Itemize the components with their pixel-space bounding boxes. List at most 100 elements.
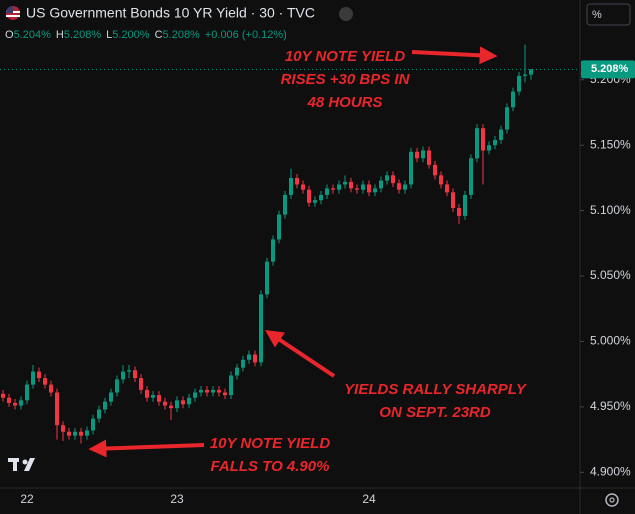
candle-body — [529, 69, 533, 75]
candle-body — [67, 431, 71, 436]
candle-body — [403, 184, 407, 190]
candle-body — [361, 184, 365, 190]
ohlc-key: C — [155, 29, 163, 41]
candle-body — [181, 400, 185, 405]
candle-body — [247, 354, 251, 360]
candle-body — [391, 175, 395, 184]
candle-body — [277, 214, 281, 240]
candle-body — [229, 375, 233, 396]
candle-body — [7, 397, 11, 403]
candle-body — [127, 370, 131, 372]
last-price-tag — [581, 60, 635, 79]
candle-body — [187, 397, 191, 405]
candle-body — [97, 409, 101, 419]
annotation: YIELDS RALLY SHARPLY — [344, 381, 528, 398]
candle-body — [343, 181, 347, 185]
candle-body — [133, 370, 137, 379]
candle-body — [253, 354, 257, 363]
candle-body — [337, 184, 341, 190]
candle-body — [139, 378, 143, 390]
candle-body — [175, 400, 179, 409]
arrow — [88, 439, 205, 458]
candle-body — [349, 181, 353, 189]
candle-body — [307, 189, 311, 203]
status-dot — [339, 7, 353, 21]
chart-title: US Government Bonds 10 YR Yield · 30 · T… — [26, 5, 315, 21]
candle-body — [289, 177, 293, 195]
candle-body — [217, 389, 221, 393]
candle-body — [43, 378, 47, 385]
candle-body — [205, 389, 209, 393]
y-tick-label: 4.950% — [590, 399, 631, 413]
candle-body — [373, 188, 377, 193]
candle-body — [169, 405, 173, 409]
ohlc-legend: O5.204% H5.208% L5.200% C5.208% +0.006 (+0.1… — [5, 29, 287, 41]
candle-body — [31, 371, 35, 385]
candle-body — [493, 139, 497, 146]
candle-body — [313, 200, 317, 203]
candle-body — [121, 371, 125, 380]
ohlc-key: L — [106, 29, 112, 41]
candle-body — [49, 384, 53, 393]
x-tick-label: 24 — [362, 492, 376, 506]
candle-body — [91, 418, 95, 431]
ohlc-value: 5.208% — [163, 29, 201, 41]
candle-body — [271, 239, 275, 262]
candle-body — [115, 379, 119, 393]
candle-body — [409, 151, 413, 185]
candle-body — [103, 401, 107, 410]
y-tick-label: 5.100% — [590, 203, 631, 217]
candle-body — [379, 180, 383, 189]
candle-body — [433, 164, 437, 176]
candle-body — [487, 145, 491, 151]
candle-body — [145, 389, 149, 398]
ohlc-value: 5.208% — [64, 29, 102, 41]
ohlc-value: 5.200% — [112, 29, 150, 41]
y-tick-label: 5.050% — [590, 268, 631, 282]
candle-body — [457, 208, 461, 216]
candle-body — [19, 400, 23, 406]
candle-body — [61, 425, 65, 432]
candle-body — [463, 194, 467, 216]
candle-body — [301, 184, 305, 190]
candle-body — [241, 359, 245, 368]
arrow — [411, 46, 498, 65]
candle-body — [355, 188, 359, 190]
ohlc-key: O — [5, 29, 14, 41]
candle-body — [331, 188, 335, 190]
candle-body — [499, 129, 503, 140]
candle-body — [397, 183, 401, 190]
candle-body — [319, 194, 323, 201]
annotation: 10Y NOTE YIELD — [210, 435, 330, 452]
candle-body — [295, 177, 299, 185]
y-tick-label: 5.150% — [590, 137, 631, 151]
candle-body — [55, 392, 59, 426]
candle-body — [517, 75, 521, 92]
x-tick-label: 22 — [20, 492, 34, 506]
y-tick-label: 4.900% — [590, 464, 631, 478]
candle-body — [223, 392, 227, 396]
annotation: 48 HOURS — [306, 94, 382, 111]
candle-body — [151, 395, 155, 398]
annotation: 10Y NOTE YIELD — [285, 48, 405, 65]
candle-body — [511, 91, 515, 108]
tv-logo — [8, 458, 35, 471]
scale-button[interactable] — [586, 3, 631, 26]
candle-body — [451, 192, 455, 209]
settings-icon[interactable] — [605, 493, 619, 507]
candle-body — [73, 431, 77, 436]
candle-body — [1, 393, 5, 398]
scale-label[interactable]: % — [592, 9, 602, 21]
candle-body — [415, 151, 419, 159]
candle-body — [481, 128, 485, 151]
y-tick-label: 5.000% — [590, 334, 631, 348]
candle-body — [505, 107, 509, 130]
candle-body — [79, 431, 83, 436]
candle-body — [325, 188, 329, 195]
annotation: FALLS TO 4.90% — [211, 458, 330, 475]
candle-body — [259, 294, 263, 363]
candle-body — [265, 261, 269, 295]
candle-body — [199, 389, 203, 393]
candle-body — [445, 184, 449, 193]
